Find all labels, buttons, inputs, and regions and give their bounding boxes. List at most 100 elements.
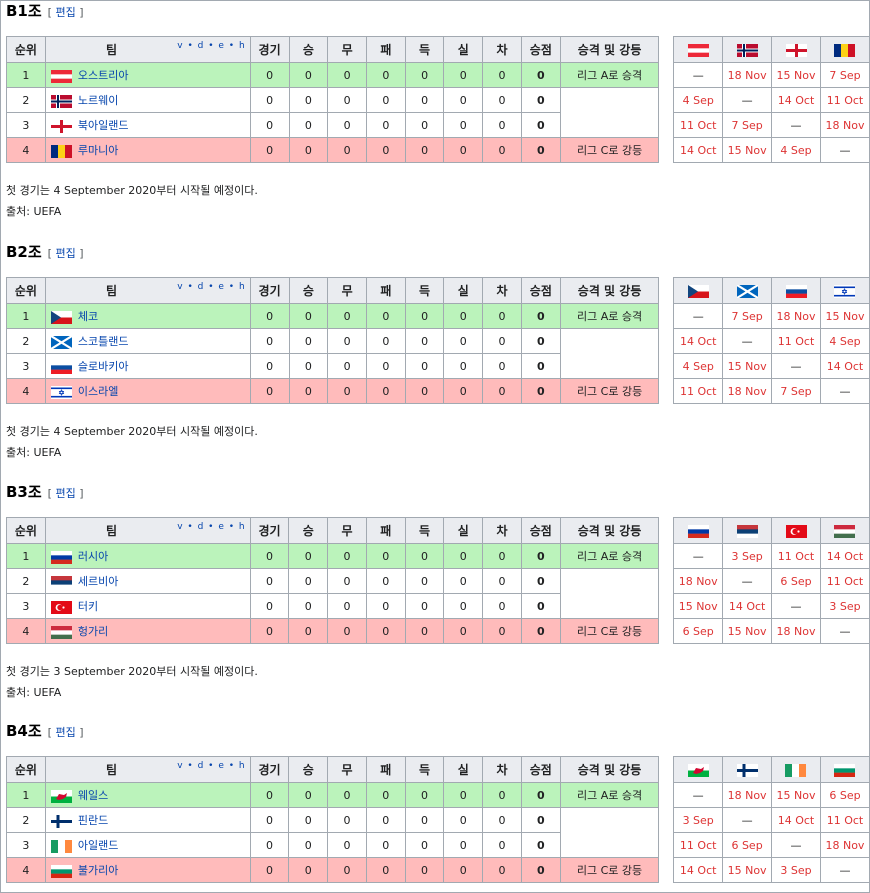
team-link[interactable]: 헝가리 bbox=[77, 625, 109, 638]
team-link[interactable]: 세르비아 bbox=[77, 575, 119, 588]
northern-ireland-flag[interactable] bbox=[771, 36, 821, 63]
match-date-cell[interactable]: 6 Sep bbox=[771, 568, 821, 594]
match-date-cell[interactable]: 15 Nov bbox=[771, 782, 821, 808]
qualification-cell[interactable]: 리그 C로 강등 bbox=[559, 857, 660, 883]
match-date-cell[interactable]: 3 Sep bbox=[771, 857, 821, 883]
match-date-cell[interactable]: 18 Nov bbox=[819, 832, 870, 858]
team-link[interactable]: 스코틀랜드 bbox=[77, 335, 129, 348]
scotland-flag[interactable] bbox=[722, 277, 773, 304]
match-date-cell[interactable]: 18 Nov bbox=[722, 378, 773, 404]
match-date-cell[interactable]: 7 Sep bbox=[722, 112, 773, 138]
navbox-links[interactable]: v • d • e • h bbox=[177, 761, 246, 771]
ireland-flag[interactable] bbox=[771, 756, 821, 783]
team-link[interactable]: 체코 bbox=[77, 310, 99, 323]
match-date-cell[interactable]: 11 Oct bbox=[673, 378, 724, 404]
match-date-cell[interactable]: 11 Oct bbox=[819, 568, 870, 594]
qualification-cell[interactable]: 리그 A로 승격 bbox=[559, 62, 660, 88]
edit-link[interactable]: 편집 bbox=[55, 726, 76, 739]
norway-flag[interactable] bbox=[722, 36, 773, 63]
austria-flag[interactable] bbox=[673, 36, 724, 63]
team-link[interactable]: 핀란드 bbox=[77, 814, 109, 827]
match-date-cell[interactable]: 18 Nov bbox=[673, 568, 724, 594]
russia-flag[interactable] bbox=[673, 517, 724, 544]
match-date-cell[interactable]: 7 Sep bbox=[722, 303, 773, 329]
match-date-cell[interactable]: 18 Nov bbox=[722, 782, 773, 808]
match-date-cell[interactable]: 11 Oct bbox=[771, 328, 821, 354]
match-date-cell[interactable]: 18 Nov bbox=[819, 112, 870, 138]
match-date-cell[interactable]: 14 Oct bbox=[673, 857, 724, 883]
match-date-cell[interactable]: 3 Sep bbox=[722, 543, 773, 569]
wales-flag[interactable] bbox=[673, 756, 724, 783]
match-date-cell[interactable]: 14 Oct bbox=[771, 87, 821, 113]
slovakia-flag[interactable] bbox=[771, 277, 821, 304]
match-date-cell[interactable]: 18 Nov bbox=[771, 303, 821, 329]
edit-link[interactable]: 편집 bbox=[55, 487, 76, 500]
edit-link[interactable]: 편집 bbox=[55, 247, 76, 260]
serbia-flag[interactable] bbox=[722, 517, 773, 544]
match-date-cell[interactable]: 14 Oct bbox=[771, 807, 821, 833]
match-date-cell[interactable]: 11 Oct bbox=[673, 112, 724, 138]
match-date-cell[interactable]: 15 Nov bbox=[722, 353, 773, 379]
serbia-flag bbox=[50, 575, 72, 589]
finland-flag[interactable] bbox=[722, 756, 773, 783]
qualification-cell[interactable]: 리그 A로 승격 bbox=[559, 543, 660, 569]
match-date-cell[interactable]: 4 Sep bbox=[673, 87, 724, 113]
match-date-cell[interactable]: 14 Oct bbox=[819, 353, 870, 379]
navbox-links[interactable]: v • d • e • h bbox=[177, 41, 246, 51]
team-link[interactable]: 이스라엘 bbox=[77, 385, 119, 398]
match-date-cell[interactable]: 7 Sep bbox=[819, 62, 870, 88]
team-link[interactable]: 루마니아 bbox=[77, 144, 119, 157]
match-date-cell[interactable]: 18 Nov bbox=[771, 618, 821, 644]
match-date-cell[interactable]: 11 Oct bbox=[819, 87, 870, 113]
czech-flag[interactable] bbox=[673, 277, 724, 304]
bulgaria-flag[interactable] bbox=[819, 756, 870, 783]
match-date-cell[interactable]: 4 Sep bbox=[819, 328, 870, 354]
romania-flag[interactable] bbox=[819, 36, 870, 63]
team-link[interactable]: 웨일스 bbox=[77, 789, 109, 802]
table-row: 4 헝가리 0 0 0 0 0 0 0 0 리그 C로 강등 6 Sep 15 Nov 18 Nov — bbox=[6, 618, 870, 644]
match-date-cell[interactable]: 15 Nov bbox=[771, 62, 821, 88]
match-date-cell[interactable]: 14 Oct bbox=[722, 593, 773, 619]
match-date-cell[interactable]: 3 Sep bbox=[673, 807, 724, 833]
match-date-cell[interactable]: 14 Oct bbox=[673, 137, 724, 163]
match-date-cell[interactable]: 15 Nov bbox=[722, 137, 773, 163]
israel-flag[interactable] bbox=[819, 277, 870, 304]
team-link[interactable]: 오스트리아 bbox=[77, 69, 129, 82]
match-date-cell[interactable]: 11 Oct bbox=[771, 543, 821, 569]
team-link[interactable]: 터키 bbox=[77, 600, 99, 613]
navbox-links[interactable]: v • d • e • h bbox=[177, 522, 246, 532]
match-date-cell[interactable]: 15 Nov bbox=[819, 303, 870, 329]
team-link[interactable]: 북아일랜드 bbox=[77, 119, 129, 132]
qualification-cell[interactable]: 리그 C로 강등 bbox=[559, 378, 660, 404]
team-link[interactable]: 노르웨이 bbox=[77, 94, 119, 107]
match-date-cell[interactable]: 6 Sep bbox=[819, 782, 870, 808]
stat-cell: 0 bbox=[443, 857, 484, 883]
match-date-cell[interactable]: 3 Sep bbox=[819, 593, 870, 619]
qualification-cell[interactable]: 리그 A로 승격 bbox=[559, 782, 660, 808]
qualification-cell[interactable]: 리그 C로 강등 bbox=[559, 618, 660, 644]
match-date-cell[interactable]: 7 Sep bbox=[771, 378, 821, 404]
qualification-cell[interactable]: 리그 C로 강등 bbox=[559, 137, 660, 163]
match-date-cell[interactable]: 6 Sep bbox=[673, 618, 724, 644]
turkey-flag[interactable] bbox=[771, 517, 821, 544]
match-date-cell[interactable]: 4 Sep bbox=[771, 137, 821, 163]
match-date-cell[interactable]: 14 Oct bbox=[819, 543, 870, 569]
team-link[interactable]: 아일랜드 bbox=[77, 839, 119, 852]
match-date-cell[interactable]: 4 Sep bbox=[673, 353, 724, 379]
match-date-cell[interactable]: 15 Nov bbox=[722, 857, 773, 883]
edit-link[interactable]: 편집 bbox=[55, 6, 76, 19]
match-date-cell[interactable]: 6 Sep bbox=[722, 832, 773, 858]
hungary-flag[interactable] bbox=[819, 517, 870, 544]
team-link[interactable]: 슬로바키아 bbox=[77, 360, 129, 373]
match-date-cell[interactable]: 15 Nov bbox=[673, 593, 724, 619]
stat-cell: 0 bbox=[365, 618, 406, 644]
navbox-links[interactable]: v • d • e • h bbox=[177, 282, 246, 292]
match-date-cell[interactable]: 11 Oct bbox=[819, 807, 870, 833]
match-date-cell[interactable]: 14 Oct bbox=[673, 328, 724, 354]
match-date-cell[interactable]: 18 Nov bbox=[722, 62, 773, 88]
team-link[interactable]: 러시아 bbox=[77, 550, 109, 563]
match-date-cell[interactable]: 15 Nov bbox=[722, 618, 773, 644]
qualification-cell[interactable]: 리그 A로 승격 bbox=[559, 303, 660, 329]
team-link[interactable]: 불가리아 bbox=[77, 864, 119, 877]
match-date-cell[interactable]: 11 Oct bbox=[673, 832, 724, 858]
